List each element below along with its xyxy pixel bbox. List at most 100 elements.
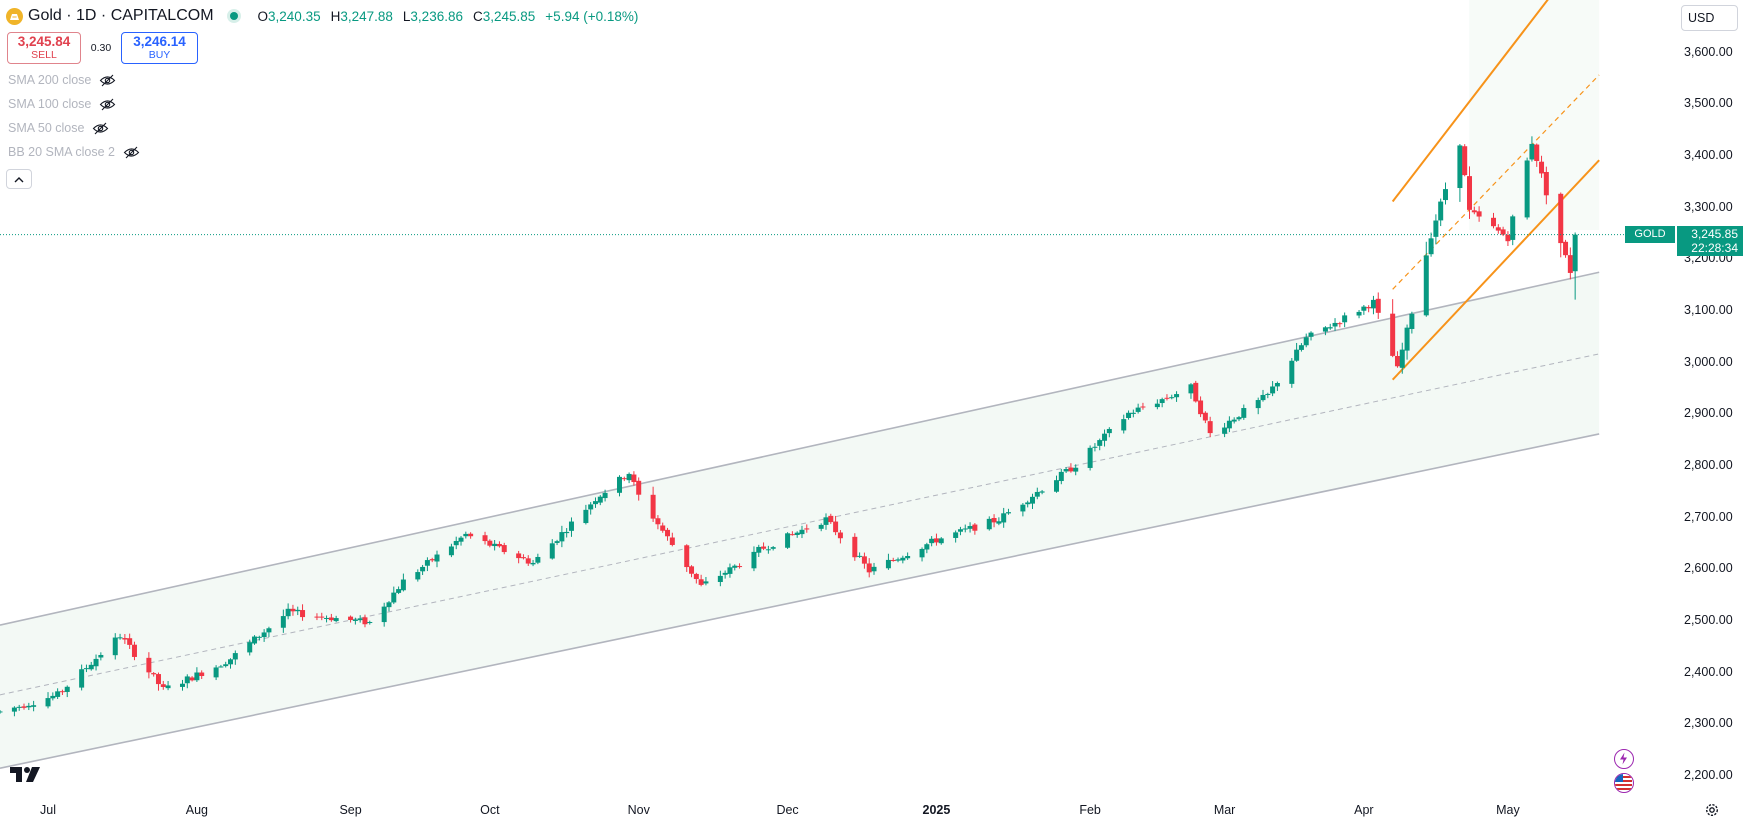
candle-up <box>1130 409 1136 418</box>
candle-up <box>79 664 85 691</box>
candle-up <box>1370 295 1376 315</box>
candle-body <box>492 543 498 547</box>
buy-button[interactable]: 3,246.14 BUY <box>121 32 198 64</box>
candle-up <box>1097 438 1103 451</box>
x-tick-label: May <box>1496 803 1520 817</box>
us-flag-icon[interactable] <box>1614 773 1634 793</box>
candle-up <box>1404 324 1410 360</box>
candle-down <box>1366 305 1372 313</box>
candle-up <box>0 710 3 714</box>
candle-up <box>703 576 709 586</box>
candle-body <box>314 616 320 618</box>
eye-crossed-icon[interactable] <box>99 98 116 111</box>
candle-body <box>1274 383 1280 387</box>
candle-up <box>1327 323 1333 330</box>
candle-up <box>295 606 301 616</box>
candle-body <box>50 695 56 699</box>
candle-body <box>1505 234 1511 242</box>
candle-body <box>895 559 901 561</box>
candle-body <box>751 551 757 569</box>
candle-body <box>386 602 392 608</box>
candle-body <box>665 529 671 537</box>
sell-button[interactable]: 3,245.84 SELL <box>7 32 81 64</box>
collapse-indicators-button[interactable] <box>6 169 32 189</box>
candle-down <box>837 530 843 544</box>
market-open-icon <box>229 12 238 20</box>
candle-body <box>583 509 589 524</box>
open-value: 3,240.35 <box>268 8 321 24</box>
candle-up <box>256 635 262 641</box>
candle-body <box>348 616 354 620</box>
candle-up <box>45 692 51 709</box>
candle-body <box>1370 299 1376 309</box>
candle-up <box>732 564 738 571</box>
candle-up <box>1572 232 1578 300</box>
currency-select[interactable]: USD <box>1681 5 1738 31</box>
candle-body <box>83 668 89 670</box>
candle-body <box>1106 428 1112 434</box>
ohlc-readout: O3,240.35 H3,247.88 L3,236.86 C3,245.85 … <box>258 9 639 24</box>
candle-down <box>698 574 704 587</box>
candle-down <box>684 544 690 572</box>
eye-crossed-icon[interactable] <box>123 146 140 159</box>
candle-body <box>1121 419 1127 431</box>
candle-up <box>583 504 589 525</box>
candle-down <box>1467 166 1473 219</box>
candle-down <box>468 532 474 539</box>
candle-body <box>194 672 200 681</box>
candle-body <box>468 533 474 537</box>
indicator-sma-50[interactable]: SMA 50 close <box>8 121 109 135</box>
candle-up <box>83 664 89 673</box>
candle-up <box>1457 144 1463 202</box>
indicator-bb-20[interactable]: BB 20 SMA close 2 <box>8 145 140 159</box>
candle-body <box>155 674 161 685</box>
candle-body <box>669 537 675 545</box>
candle-down <box>1462 144 1468 177</box>
candle-body <box>684 545 690 568</box>
gear-icon[interactable] <box>1704 802 1720 823</box>
candle-down <box>660 522 666 533</box>
candle-up <box>1433 214 1439 245</box>
symbol-header[interactable]: Gold · 1D · CAPITALCOM O3,240.35 H3,247.… <box>6 5 638 27</box>
candle-up <box>597 495 603 506</box>
candle-up <box>324 615 330 623</box>
candle-up <box>1092 443 1098 452</box>
candle-body <box>1524 160 1530 218</box>
candle-up <box>165 681 171 691</box>
y-tick-label: 3,400.00 <box>1684 147 1733 162</box>
candle-body <box>1092 446 1098 448</box>
candle-up <box>285 603 291 620</box>
lightning-icon[interactable] <box>1614 749 1634 769</box>
candle-body <box>165 685 171 689</box>
candle-body <box>1270 386 1276 394</box>
candle-body <box>1097 440 1103 446</box>
candle-down <box>737 563 743 569</box>
candle-up <box>626 472 632 484</box>
candle-up <box>616 475 622 497</box>
candle-up <box>463 531 469 539</box>
candle-down <box>1563 239 1569 258</box>
candle-up <box>929 536 935 547</box>
candle-up <box>727 563 733 578</box>
indicator-sma-100[interactable]: SMA 100 close <box>8 97 116 111</box>
candle-up <box>252 635 258 645</box>
y-tick-label: 3,500.00 <box>1684 96 1733 111</box>
indicator-sma-200[interactable]: SMA 200 close <box>8 73 116 87</box>
candle-down <box>199 670 205 679</box>
candle-up <box>333 615 339 623</box>
eye-crossed-icon[interactable] <box>92 122 109 135</box>
candle-up <box>1409 311 1415 334</box>
candle-up <box>1054 475 1060 493</box>
indicator-label: SMA 50 close <box>8 121 85 135</box>
x-tick-label: Jul <box>40 803 57 817</box>
candle-down <box>1207 416 1213 438</box>
candle-up <box>1025 500 1031 508</box>
candle-body <box>1005 512 1011 514</box>
candle-body <box>1001 513 1007 523</box>
candle-down <box>1164 394 1170 401</box>
symbol-title[interactable]: Gold · 1D · CAPITALCOM <box>28 7 214 24</box>
candle-down <box>636 477 642 501</box>
tradingview-logo-icon[interactable] <box>10 764 43 789</box>
eye-crossed-icon[interactable] <box>99 74 116 87</box>
